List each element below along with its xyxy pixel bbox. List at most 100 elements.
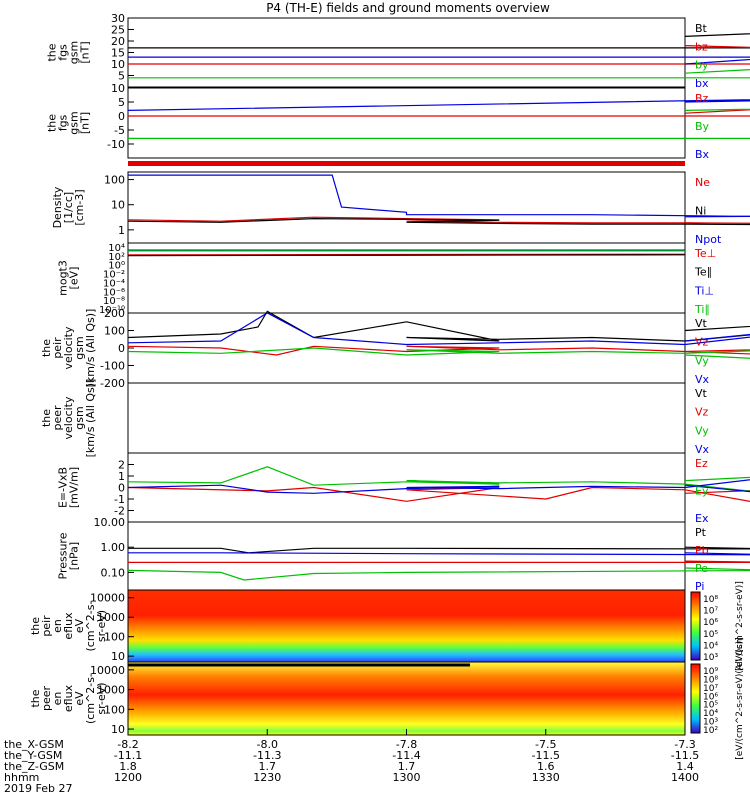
series-Vt bbox=[127, 310, 750, 342]
series-Ey bbox=[127, 466, 750, 492]
y-tick-label: -2 bbox=[114, 505, 125, 518]
axis-row-value: 1300 bbox=[393, 771, 421, 784]
series-By bbox=[128, 108, 750, 139]
time-axis: the_X-GSM -8.2 -8.0 -7.8 -7.5 -7.3 the_Y-GSM -1… bbox=[4, 729, 699, 795]
y-axis-label: the bbox=[29, 617, 42, 635]
y-tick-label: 10⁴ bbox=[108, 243, 125, 254]
y-tick-label: 10² bbox=[108, 252, 125, 263]
y-tick-label: 10 bbox=[111, 58, 125, 71]
y-tick-label: 10 bbox=[111, 199, 125, 212]
y-axis-label: the bbox=[29, 689, 42, 707]
y-tick-label: 10⁻⁸ bbox=[103, 296, 125, 307]
y-tick-label: 0 bbox=[118, 110, 125, 123]
y-tick-label: 0.10 bbox=[101, 566, 126, 579]
y-axis-label: sr-eV) bbox=[95, 610, 108, 642]
legend-entry: Ez bbox=[695, 457, 708, 470]
y-axis-label: peer bbox=[40, 686, 53, 712]
series-Pt bbox=[128, 546, 750, 554]
axis-row-value: -7.8 bbox=[396, 738, 417, 751]
y-tick-label: -200 bbox=[100, 377, 125, 390]
legend-entry: Ex bbox=[695, 512, 709, 525]
panel-frame bbox=[127, 521, 686, 591]
y-tick-label: 1000 bbox=[97, 611, 125, 624]
axis-row-value: 1.6 bbox=[537, 760, 555, 773]
y-tick-label: -5 bbox=[114, 124, 125, 137]
colorbar-tick-label: 10⁶ bbox=[703, 618, 718, 628]
axis-row-label: the_Z-GSM bbox=[4, 760, 64, 773]
y-tick-label: 20 bbox=[111, 35, 125, 48]
legend-entry: bx bbox=[695, 77, 709, 90]
series-Npot bbox=[128, 174, 750, 218]
y-tick-label: 100 bbox=[104, 631, 125, 644]
axis-row-value: 1230 bbox=[253, 771, 281, 784]
colorbar-label: [eV/(cm^2-s-sr-eV)] bbox=[735, 581, 745, 671]
colorbar-tick-label: 10² bbox=[703, 726, 718, 736]
y-axis-label: eV bbox=[73, 691, 86, 706]
y-tick-label: 30 bbox=[111, 12, 125, 25]
series-Bx bbox=[127, 99, 750, 111]
y-tick-label: 1 bbox=[118, 224, 125, 237]
y-axis-label: gsm bbox=[68, 111, 81, 134]
axis-row-value: 1200 bbox=[114, 771, 142, 784]
y-axis-label: mogt3 bbox=[57, 260, 70, 296]
y-axis-label: [km/s (All Qs)] bbox=[84, 379, 97, 458]
y-axis-label: [nT] bbox=[79, 112, 92, 134]
series-Pe bbox=[127, 567, 750, 581]
legend-entry: Vy bbox=[695, 424, 709, 437]
series-Vx bbox=[127, 312, 750, 346]
date-label: 2019 Feb 27 bbox=[4, 782, 72, 795]
series-Vy bbox=[127, 347, 750, 359]
y-axis-label: (cm^2-s- bbox=[84, 601, 97, 652]
colorbar-tick-label: 10³ bbox=[703, 718, 718, 728]
axis-row-value: -11.4 bbox=[392, 749, 420, 762]
legend-entry: Ey bbox=[695, 485, 709, 498]
y-axis-label: peir bbox=[51, 337, 64, 359]
y-axis-label: eV bbox=[73, 618, 86, 633]
axis-row-value: 1.8 bbox=[119, 760, 137, 773]
legend-entry: by bbox=[695, 59, 709, 72]
y-tick-label: 10.00 bbox=[94, 516, 126, 529]
y-axis-label: en bbox=[51, 692, 64, 706]
legend-entry: Ti⊥ bbox=[694, 284, 714, 297]
y-axis-label: fgs bbox=[57, 114, 70, 131]
legend-entry: bz bbox=[695, 40, 708, 53]
status-strip bbox=[128, 161, 685, 166]
panel-peer-eflux: 10 100 1000 10000 thepeerenefluxeV(cm^2-s-sr… bbox=[29, 661, 686, 736]
colorbar-tick-label: 10⁸ bbox=[703, 675, 718, 685]
axis-row-label: the_X-GSM bbox=[4, 738, 64, 751]
colorbar-tick-label: 10⁸ bbox=[703, 595, 718, 605]
legend-entry: By bbox=[695, 120, 710, 133]
colorbar-tick-label: 10⁵ bbox=[703, 701, 718, 711]
panel-stack: 51015202530thefgsgsm[nT]Btbzbybx-10-5051… bbox=[29, 12, 750, 760]
y-tick-label: 10⁻⁴ bbox=[103, 278, 125, 289]
y-tick-label: -10 bbox=[107, 138, 125, 151]
colorbar-tick-label: 10⁷ bbox=[703, 607, 718, 617]
y-axis-label: the bbox=[40, 339, 53, 357]
legend-entry: Ne bbox=[695, 176, 710, 189]
colorbar-tick-label: 10⁵ bbox=[703, 630, 718, 640]
y-tick-label: 10 bbox=[111, 650, 125, 663]
panel-frame bbox=[127, 382, 686, 454]
colorbar-tick-label: 10⁷ bbox=[703, 684, 718, 694]
y-tick-label: 1000 bbox=[97, 684, 125, 697]
legend-entry: Vx bbox=[695, 373, 710, 386]
series-Te⊥ bbox=[127, 253, 686, 256]
y-axis-label: peir bbox=[40, 615, 53, 637]
axis-row-value: -11.5 bbox=[671, 749, 699, 762]
legend-entry: Te∥ bbox=[694, 266, 712, 279]
series-Ez bbox=[127, 486, 750, 503]
series-Pi bbox=[128, 552, 750, 556]
colorbar-tick-label: 10⁹ bbox=[703, 667, 718, 677]
y-axis-label: eflux bbox=[62, 612, 75, 640]
y-tick-label: 10⁻⁶ bbox=[103, 287, 125, 298]
colorbar-tick-label: 10⁶ bbox=[703, 692, 718, 702]
axis-row-label: the_Y-GSM bbox=[4, 749, 62, 762]
panel-pressure: 0.10 1.00 10.00 Pressure[nPa] Pt Pb Pe Pi bbox=[57, 516, 750, 593]
panel-frame bbox=[127, 242, 686, 314]
y-axis-label: [nT] bbox=[79, 41, 92, 63]
y-axis-label: gsm bbox=[73, 336, 86, 359]
